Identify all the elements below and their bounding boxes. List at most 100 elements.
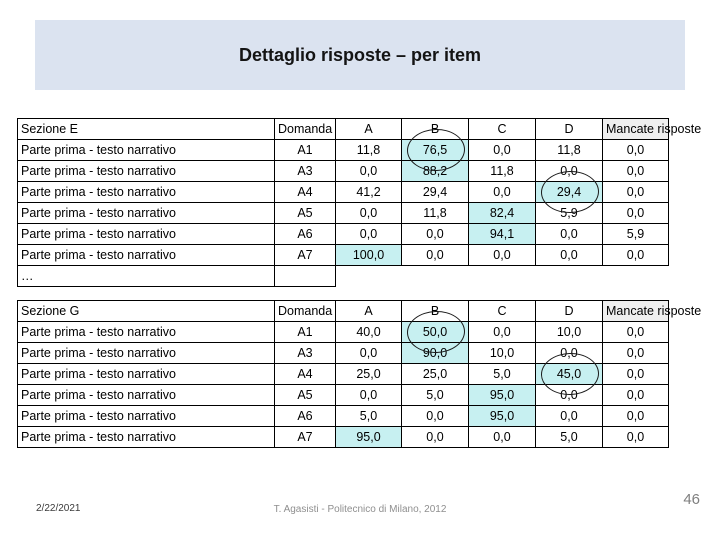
- value-cell: 0,0: [468, 244, 536, 266]
- value-cell: 94,1: [468, 223, 536, 245]
- value-cell: 10,0: [535, 321, 603, 343]
- footer-date: 2/22/2021: [36, 503, 81, 514]
- value-cell: 0,0: [535, 384, 603, 406]
- value-cell: 0,0: [535, 223, 603, 245]
- value-cell: 0,0: [602, 384, 669, 406]
- empty-cell: [402, 266, 469, 287]
- value-cell: 0,0: [535, 244, 603, 266]
- value-cell: 0,0: [401, 405, 469, 427]
- value-cell: 29,4: [535, 170, 603, 214]
- value-cell: 0,0: [401, 223, 469, 245]
- row-label: Parte prima - testo narrativo: [17, 244, 275, 266]
- domanda-cell: A5: [274, 384, 336, 406]
- domanda-cell: A6: [274, 405, 336, 427]
- value-cell: 0,0: [602, 202, 669, 224]
- value-cell: 0,0: [468, 181, 536, 203]
- value-cell: 88,2: [401, 160, 469, 182]
- domanda-cell: A1: [274, 139, 336, 161]
- value-cell: 0,0: [602, 321, 669, 343]
- row-label: Parte prima - testo narrativo: [17, 181, 275, 203]
- value-cell: 5,9: [535, 202, 603, 224]
- section-header: Sezione G: [17, 300, 275, 322]
- table-row: Parte prima - testo narrativo A4 41,2 29,4 0…: [17, 170, 669, 214]
- domanda-cell: A3: [274, 160, 336, 182]
- page-title: Dettaglio risposte – per item: [238, 44, 482, 65]
- domanda-cell: A4: [274, 363, 336, 385]
- domanda-cell: A5: [274, 202, 336, 224]
- domanda-cell: A7: [274, 244, 336, 266]
- row-label: Parte prima - testo narrativo: [17, 223, 275, 245]
- domanda-header: Domanda: [274, 118, 336, 140]
- row-label: Parte prima - testo narrativo: [17, 139, 275, 161]
- value-cell: 0,0: [602, 181, 669, 203]
- table-row: Parte prima - testo narrativo A5 0,0 5,0 95,…: [17, 384, 669, 406]
- value-cell: 11,8: [468, 160, 536, 182]
- table-row: Parte prima - testo narrativo A1 40,0 50,0 0…: [17, 310, 669, 354]
- table-row: Parte prima - testo narrativo A3 0,0 88,2 11…: [17, 160, 669, 182]
- value-cell: 0,0: [335, 202, 402, 224]
- table-header-row: Sezione E Domanda A B C D Mancate risposte: [17, 118, 701, 140]
- value-cell: 76,5: [401, 128, 469, 172]
- value-cell: 90,0: [401, 342, 469, 364]
- empty-cell: [336, 266, 402, 287]
- value-cell: 11,8: [335, 139, 402, 161]
- value-cell: 0,0: [468, 426, 536, 448]
- value-cell: 45,0: [535, 352, 603, 396]
- value-cell: 0,0: [401, 426, 469, 448]
- table-row: Parte prima - testo narrativo A4 25,0 25,0 5…: [17, 352, 669, 396]
- value-cell: 100,0: [335, 244, 402, 266]
- value-cell: 25,0: [335, 363, 402, 385]
- answer-column-header: C: [468, 118, 536, 140]
- value-cell: 0,0: [468, 321, 536, 343]
- sezione-e-table: Sezione E Domanda A B C D Mancate risposte Part…: [17, 118, 701, 287]
- answer-column-header: B: [401, 118, 469, 140]
- value-cell: 0,0: [335, 223, 402, 245]
- empty-cell: [274, 265, 336, 287]
- value-cell: 0,0: [535, 160, 603, 182]
- value-cell: 5,9: [602, 223, 669, 245]
- value-cell: 29,4: [401, 181, 469, 203]
- table-row: Parte prima - testo narrativo A7 100,0 0,0 0…: [17, 244, 669, 266]
- value-cell: 5,0: [468, 363, 536, 385]
- value-cell: 82,4: [468, 202, 536, 224]
- value-cell: 0,0: [602, 363, 669, 385]
- answer-column-header: D: [535, 118, 603, 140]
- value-cell: 25,0: [401, 363, 469, 385]
- value-cell: 0,0: [335, 342, 402, 364]
- answer-column-header: B: [401, 300, 469, 322]
- domanda-cell: A1: [274, 321, 336, 343]
- row-label: Parte prima - testo narrativo: [17, 405, 275, 427]
- value-cell: 11,8: [535, 139, 603, 161]
- ellipsis-row: …: [17, 265, 669, 287]
- mancate-header: Mancate risposte: [602, 118, 701, 140]
- value-cell: 0,0: [468, 139, 536, 161]
- value-cell: 0,0: [602, 342, 669, 364]
- value-cell: 5,0: [335, 405, 402, 427]
- value-cell: 0,0: [401, 244, 469, 266]
- table-row: Parte prima - testo narrativo A6 5,0 0,0 95,…: [17, 405, 669, 427]
- section-header: Sezione E: [17, 118, 275, 140]
- title-bar: Dettaglio risposte – per item: [35, 20, 685, 90]
- table-row: Parte prima - testo narrativo A6 0,0 0,0 94,…: [17, 223, 669, 245]
- value-cell: 41,2: [335, 181, 402, 203]
- value-cell: 95,0: [468, 384, 536, 406]
- domanda-cell: A7: [274, 426, 336, 448]
- answer-column-header: C: [468, 300, 536, 322]
- sezione-g-table: Sezione G Domanda A B C D Mancate risposte Part…: [17, 300, 701, 448]
- value-cell: 0,0: [602, 405, 669, 427]
- domanda-cell: A6: [274, 223, 336, 245]
- row-label: Parte prima - testo narrativo: [17, 426, 275, 448]
- table-row: Parte prima - testo narrativo A5 0,0 11,8 82…: [17, 202, 669, 224]
- empty-cell: [603, 266, 669, 287]
- value-cell: 0,0: [602, 160, 669, 182]
- value-cell: 0,0: [535, 405, 603, 427]
- value-cell: 10,0: [468, 342, 536, 364]
- value-cell: 0,0: [602, 244, 669, 266]
- table-row: Parte prima - testo narrativo A3 0,0 90,0 10…: [17, 342, 669, 364]
- value-cell: 0,0: [335, 384, 402, 406]
- domanda-header: Domanda: [274, 300, 336, 322]
- value-cell: 5,0: [535, 426, 603, 448]
- answer-column-header: A: [335, 118, 402, 140]
- value-cell: 40,0: [335, 321, 402, 343]
- ellipsis-cell: …: [17, 265, 275, 287]
